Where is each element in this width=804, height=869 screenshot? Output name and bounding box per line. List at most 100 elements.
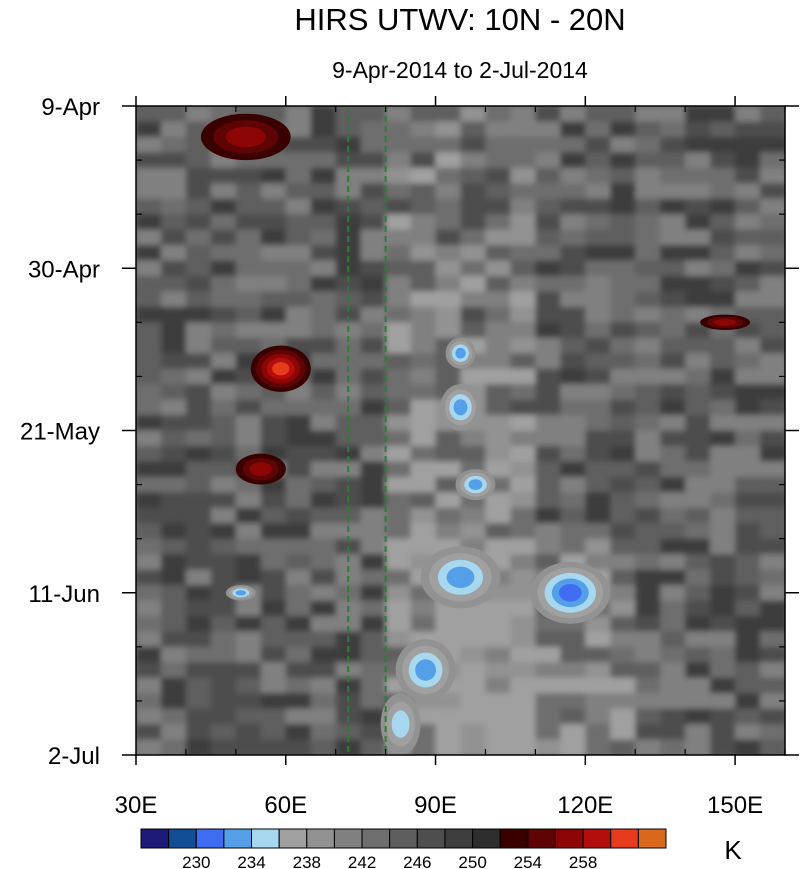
- moist-contour: [391, 710, 410, 738]
- field-cell: [210, 322, 238, 340]
- field-cell: [735, 152, 763, 170]
- field-cell: [235, 708, 263, 727]
- field-cell: [560, 724, 588, 742]
- field-cell: [685, 554, 713, 572]
- field-cell: [185, 724, 213, 742]
- field-cell: [635, 121, 663, 139]
- field-cell: [660, 152, 688, 170]
- field-cell: [161, 662, 188, 680]
- field-cell: [310, 121, 338, 139]
- field-cell: [136, 337, 163, 356]
- field-cell: [635, 399, 663, 418]
- field-cell: [535, 245, 563, 263]
- field-cell: [485, 245, 513, 263]
- field-cell: [285, 229, 313, 248]
- field-cell: [210, 538, 238, 557]
- field-cell: [660, 136, 688, 155]
- field-cell: [360, 245, 388, 263]
- field-cell: [310, 739, 338, 755]
- colorbar-cell: [168, 828, 197, 849]
- field-cell: [460, 724, 488, 742]
- field-cell: [260, 693, 288, 711]
- field-cell: [310, 214, 338, 232]
- field-cell: [210, 507, 238, 526]
- field-cell: [735, 399, 763, 418]
- field-cell: [760, 152, 785, 170]
- field-cell: [735, 446, 763, 464]
- field-cell: [235, 322, 263, 340]
- y-tick-label: 2-Jul: [48, 743, 100, 770]
- colorbar-cell: [195, 828, 225, 849]
- field-cell: [185, 183, 213, 201]
- field-cell: [610, 198, 638, 217]
- colorbar-cell: [527, 828, 556, 849]
- field-cell: [585, 276, 613, 294]
- field-cell: [485, 739, 513, 755]
- field-cell: [161, 677, 188, 696]
- field-cell: [660, 214, 688, 232]
- y-tick-label: 21-May: [20, 419, 100, 446]
- colorbar-cell: [637, 828, 667, 849]
- field-cell: [136, 615, 163, 634]
- field-cell: [310, 384, 338, 402]
- field-cell: [710, 631, 738, 649]
- field-cell: [185, 167, 213, 186]
- field-cell: [660, 106, 688, 124]
- field-cell: [485, 353, 513, 371]
- field-cell: [685, 183, 713, 201]
- field-cell: [335, 554, 363, 572]
- x-tick-label: 30E: [115, 792, 158, 819]
- field-cell: [535, 708, 563, 727]
- field-cell: [235, 384, 263, 402]
- field-cell: [285, 214, 313, 232]
- field-cell: [485, 276, 513, 294]
- field-cell: [360, 152, 388, 170]
- field-cell: [260, 538, 288, 557]
- field-cell: [760, 306, 785, 325]
- y-axis: 9-Apr 30-Apr 21-May 11-Jun 2-Jul: [20, 94, 799, 770]
- field-cell: [360, 492, 388, 510]
- field-cell: [585, 306, 613, 325]
- field-cell: [510, 693, 538, 711]
- field-cell: [560, 631, 588, 649]
- field-cell: [585, 260, 613, 278]
- field-cell: [735, 337, 763, 356]
- field-cell: [585, 446, 613, 464]
- field-cell: [685, 368, 713, 387]
- field-cell: [610, 291, 638, 309]
- field-cell: [660, 554, 688, 572]
- field-cell: [360, 368, 388, 387]
- field-cell: [685, 677, 713, 696]
- field-cell: [560, 291, 588, 309]
- field-cell: [260, 507, 288, 526]
- field-cell: [610, 693, 638, 711]
- field-cell: [161, 368, 188, 387]
- field-cell: [161, 276, 188, 294]
- field-cell: [685, 646, 713, 665]
- field-cell: [410, 415, 438, 433]
- field-cell: [560, 306, 588, 325]
- field-cell: [510, 554, 538, 572]
- field-cell: [310, 368, 338, 387]
- field-cell: [210, 353, 238, 371]
- field-cell: [635, 167, 663, 186]
- field-cell: [735, 538, 763, 557]
- field-cell: [310, 136, 338, 155]
- field-cell: [535, 121, 563, 139]
- field-cell: [435, 446, 463, 464]
- field-cell: [185, 430, 213, 448]
- field-cell: [385, 399, 413, 418]
- field-cell: [335, 446, 363, 464]
- field-cell: [635, 677, 663, 696]
- field-cell: [560, 446, 588, 464]
- field-cell: [535, 214, 563, 232]
- field-cell: [410, 291, 438, 309]
- field-cell: [435, 152, 463, 170]
- field-cell: [635, 291, 663, 309]
- field-cell: [410, 492, 438, 510]
- field-cell: [161, 384, 188, 402]
- field-cell: [560, 121, 588, 139]
- field-cell: [735, 229, 763, 248]
- field-cell: [585, 523, 613, 541]
- field-cell: [560, 739, 588, 755]
